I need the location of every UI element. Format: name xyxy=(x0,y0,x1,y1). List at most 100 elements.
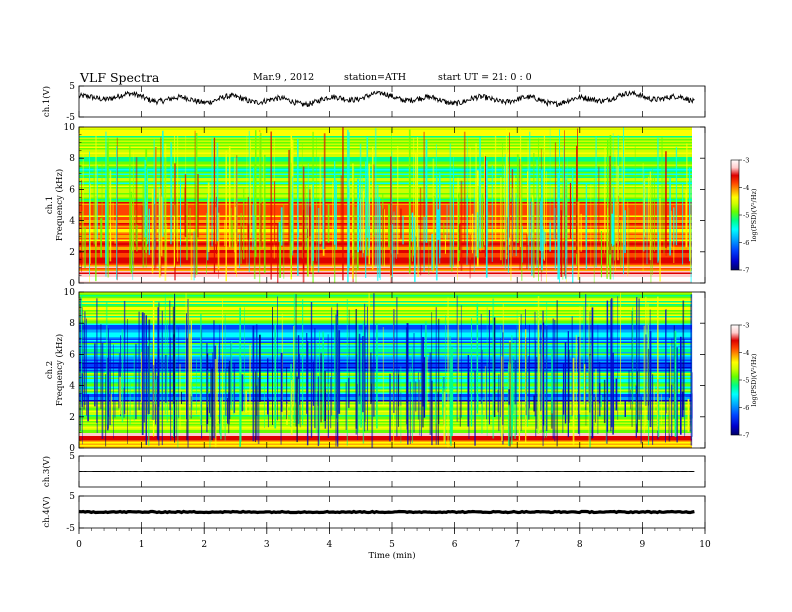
ch1-spectrogram-streak xyxy=(374,128,377,267)
ch1-spectrogram-streak xyxy=(491,165,493,262)
ch1-spectrogram-streak xyxy=(417,228,419,277)
ch2-spectrogram-streak xyxy=(577,336,580,434)
ch2-spectrogram-streak xyxy=(240,358,242,442)
ch1-spectrogram-ytick-label: 0 xyxy=(69,279,75,289)
ch2-spectrogram-streak xyxy=(156,375,158,439)
ch1-spectrogram-streak xyxy=(504,165,505,242)
ch2-spectrogram-streak xyxy=(611,298,612,428)
ch1-spectrogram-panel: -3 -4 -5 -6 -7 log(PSD)(V²/Hz) 0 2 4 6 8 10 ch.1 Freq… xyxy=(45,123,758,289)
ch2-spectrogram-streak xyxy=(422,362,424,428)
ch2-spectrogram-streak xyxy=(368,293,370,407)
ch2-spectrogram-streak xyxy=(225,367,227,416)
ch1-spectrogram-streak xyxy=(81,179,82,272)
ch2-spectrogram-streak xyxy=(556,300,558,447)
ch1-spectrogram-streak xyxy=(206,213,207,275)
ch2-spectrogram-streak xyxy=(537,296,540,434)
ch2-spectrogram-streak xyxy=(612,352,614,435)
ch1-spectrogram-streak xyxy=(485,160,488,278)
ch1-spectrogram-streak xyxy=(450,184,453,272)
ch1-spectrogram-ytick-label: 4 xyxy=(69,217,75,227)
ch2-spectrogram-streak xyxy=(319,331,320,445)
ch2-spectrogram-streak xyxy=(527,355,530,420)
ch1-spectrogram-streak xyxy=(528,164,530,254)
ch1-spectrogram-band-row xyxy=(79,202,692,204)
ch1-spectrogram-streak xyxy=(504,153,506,270)
ch2-spectrogram-streak xyxy=(228,360,231,419)
ch2-spectrogram-band-row xyxy=(79,403,692,405)
ch2-spectrogram-band-row xyxy=(79,355,692,357)
ch2-spectrogram-streak xyxy=(87,394,89,422)
ch1-spectrogram-streak xyxy=(532,195,534,238)
ch2-spectrogram-streak xyxy=(435,391,437,424)
ch2-spectrogram-band-row xyxy=(79,425,692,428)
ch2-spectrogram-streak xyxy=(155,379,157,405)
ch1-spectrogram-streak xyxy=(549,128,551,247)
ch2-spectrogram-streak xyxy=(324,371,326,421)
ch2-spectrogram-band-row xyxy=(79,329,692,332)
ch1-spectrogram-streak xyxy=(469,234,471,279)
ch2-spectrogram-streak xyxy=(145,315,147,445)
ch1-spectrogram-streak xyxy=(526,233,528,270)
ch1-spectrogram-band-row xyxy=(79,160,692,162)
ch2-spectrogram-band-row xyxy=(79,316,692,318)
ch1-spectrogram-streak xyxy=(352,217,354,256)
ch1-spectrogram-band-row xyxy=(79,205,692,207)
ch2-spectrogram-streak xyxy=(594,397,596,423)
ch1-spectrogram-streak xyxy=(243,188,245,260)
ch1-spectrogram-streak xyxy=(190,235,193,281)
ch2-spectrogram-colorbar-label: log(PSD)(V²/Hz) xyxy=(750,353,758,406)
ch1-spectrogram-band-row xyxy=(79,239,692,242)
ch1-spectrogram-band-row xyxy=(79,181,692,183)
ch1-spectrogram-streak xyxy=(247,224,250,240)
ch1-spectrogram-band-row xyxy=(79,161,692,164)
ch4-waveform-trace xyxy=(78,509,695,515)
ch1-spectrogram-streak xyxy=(82,153,84,267)
ch2-spectrogram-streak xyxy=(647,400,649,421)
ch1-spectrogram-streak xyxy=(307,163,309,237)
ch2-spectrogram-streak xyxy=(298,379,299,424)
ch2-spectrogram-streak xyxy=(360,344,362,428)
ch2-spectrogram-streak xyxy=(96,360,98,433)
ch1-spectrogram-streak xyxy=(425,139,428,243)
ch2-spectrogram-streak xyxy=(100,324,102,410)
ch2-spectrogram-streak xyxy=(591,307,594,438)
ch1-spectrogram-streak xyxy=(289,147,291,259)
ch2-spectrogram-streak xyxy=(255,324,258,440)
ch1-spectrogram-streak xyxy=(373,164,375,265)
ch2-spectrogram-streak xyxy=(174,293,176,443)
ch2-spectrogram-streak xyxy=(539,354,541,432)
ch2-spectrogram-streak xyxy=(447,297,449,448)
ch2-spectrogram-streak xyxy=(584,364,586,407)
ch1-spectrogram-streak xyxy=(391,224,393,278)
ch2-spectrogram-streak xyxy=(120,335,121,417)
ch1-spectrogram-streak xyxy=(682,182,684,265)
ch1-spectrogram-streak xyxy=(657,138,659,263)
ch2-spectrogram-streak xyxy=(123,387,125,418)
ch1-spectrogram-streak xyxy=(471,213,474,254)
ch1-spectrogram-streak xyxy=(397,146,399,255)
ch2-spectrogram-streak xyxy=(357,324,359,432)
ch2-spectrogram-band-row xyxy=(79,299,692,302)
ch2-spectrogram-streak xyxy=(615,378,617,411)
ch2-spectrogram-streak xyxy=(471,318,472,427)
ch2-spectrogram-streak xyxy=(640,397,642,415)
ch1-spectrogram-streak xyxy=(290,199,292,244)
ch1-spectrogram-streak xyxy=(155,147,157,268)
ch1-spectrogram-streak xyxy=(607,140,609,264)
ch2-spectrogram-colorbar xyxy=(730,324,740,436)
ch1-spectrogram-streak xyxy=(376,185,379,281)
ch2-spectrogram-streak xyxy=(334,325,336,411)
ch1-spectrogram-streak xyxy=(675,147,678,246)
ch2-spectrogram-band-row xyxy=(79,340,692,342)
ch2-spectrogram-band-row xyxy=(79,437,692,440)
ch2-spectrogram-streak xyxy=(293,326,295,406)
ch2-spectrogram-streak xyxy=(591,345,592,427)
ch1-spectrogram-streak xyxy=(661,137,663,240)
ch1-spectrogram-band-row xyxy=(79,215,692,218)
ch2-spectrogram-streak xyxy=(86,318,87,416)
ch1-spectrogram-streak xyxy=(180,183,181,245)
ch2-spectrogram-streak xyxy=(540,353,543,410)
ch2-spectrogram-band-row xyxy=(79,349,692,351)
ch1-spectrogram-streak xyxy=(353,207,355,260)
ch1-spectrogram-band-row xyxy=(79,260,692,263)
